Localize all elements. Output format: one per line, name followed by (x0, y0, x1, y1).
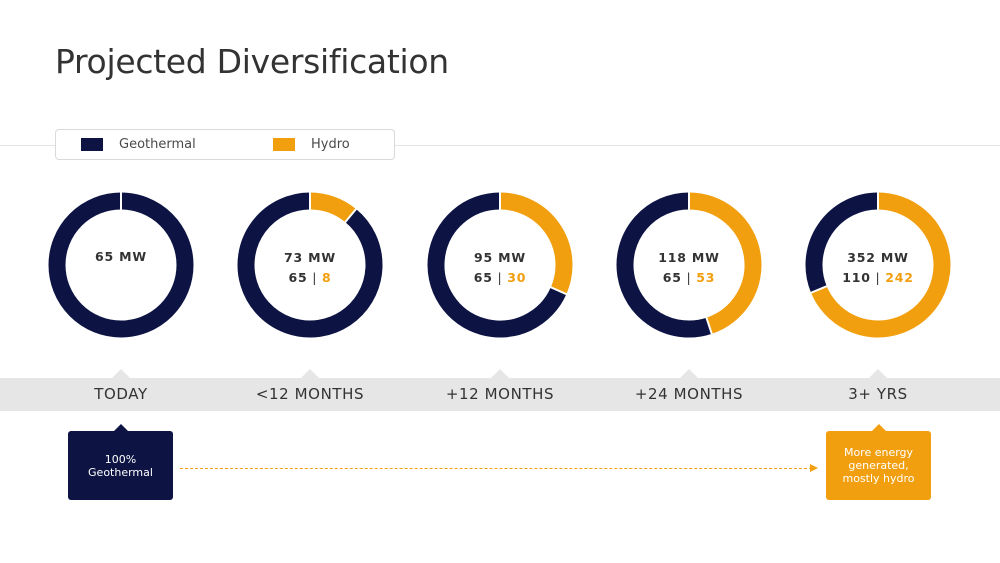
timeline-period-label: <12 MONTHS (255, 385, 365, 403)
donut-separator (705, 316, 714, 336)
donut-value-geothermal: 65 (663, 270, 682, 285)
donut-slice-geothermal (805, 192, 879, 293)
donut-total-label: 65 MW (95, 249, 147, 264)
donut-slice-hydro (499, 192, 573, 295)
donut-total-label: 118 MW (658, 250, 719, 265)
legend-swatch-geothermal (81, 138, 103, 151)
donut-slice-geothermal (427, 192, 567, 338)
legend-swatch-hydro (273, 138, 295, 151)
donut-value-geothermal: 110 (842, 270, 871, 285)
callout-future: More energy generated, mostly hydro (826, 424, 931, 500)
donut-slice-geothermal (616, 192, 712, 338)
timeline-pointer (680, 369, 698, 378)
timeline-period-label: +24 MONTHS (634, 385, 744, 403)
donut-slice-hydro (688, 192, 762, 334)
timeline-period-label: +12 MONTHS (445, 385, 555, 403)
timeline-pointer (112, 369, 130, 378)
timeline-pointer (869, 369, 887, 378)
donut-value-geothermal: 65 (288, 270, 307, 285)
donut-total-label: 73 MW (284, 250, 336, 265)
callout-today: 100% Geothermal (68, 424, 173, 500)
donut-separator (343, 207, 358, 224)
timeline-pointer (301, 369, 319, 378)
donut-slice-hydro (309, 192, 357, 223)
timeline-arrow-line (180, 468, 812, 469)
legend-label-hydro: Hydro (311, 137, 350, 152)
donut-slice-hydro (811, 192, 951, 338)
legend-label-geothermal: Geothermal (119, 137, 196, 152)
donut-value-hydro: 30 (507, 270, 526, 285)
donut-breakdown-label: 110 | 242 (842, 270, 914, 285)
legend: Geothermal Hydro (55, 129, 395, 160)
donut-slice-geothermal (48, 192, 194, 338)
donut-breakdown-label: 65 | 30 (474, 270, 527, 285)
timeline-period-label: 3+ YRS (848, 385, 908, 403)
donut-total-label: 95 MW (474, 250, 526, 265)
timeline-pointer (491, 369, 509, 378)
legend-item-geothermal: Geothermal (81, 130, 196, 159)
timeline-period-label: TODAY (94, 385, 148, 403)
donut-breakdown-label: 65 | 8 (288, 270, 331, 285)
timeline-band (0, 378, 1000, 411)
donut-separator (809, 284, 829, 295)
donut-value-hydro: 242 (885, 270, 914, 285)
donut-total-label: 352 MW (847, 250, 908, 265)
donut-breakdown-label: 65 | 53 (663, 270, 716, 285)
legend-item-hydro: Hydro (273, 130, 350, 159)
page-title: Projected Diversification (55, 42, 449, 81)
donut-value-hydro: 8 (322, 270, 332, 285)
donut-value-hydro: 53 (696, 270, 715, 285)
donut-slice-geothermal (237, 192, 383, 338)
timeline-arrow-head (810, 464, 818, 472)
donut-separator (549, 285, 568, 296)
divider-line (0, 145, 1000, 146)
donut-value-geothermal: 65 (474, 270, 493, 285)
